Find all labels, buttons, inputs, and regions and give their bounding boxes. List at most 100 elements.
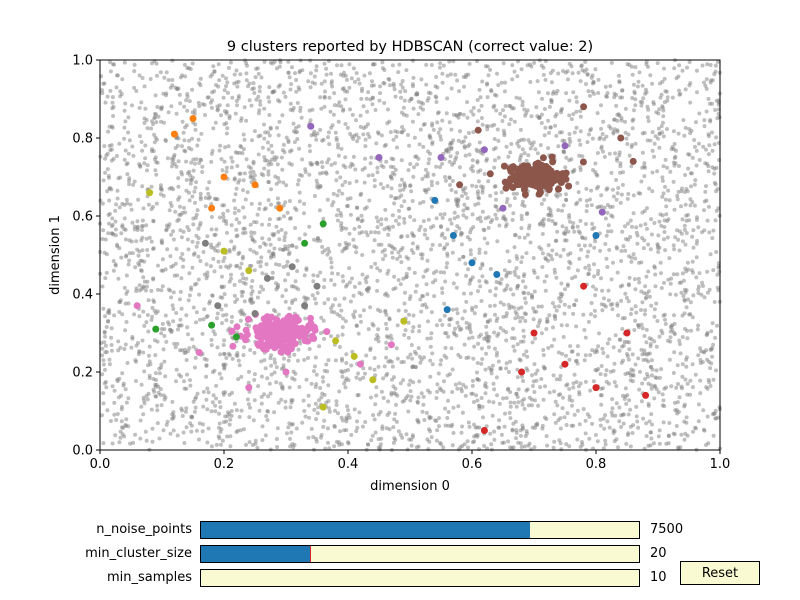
noise-point — [642, 161, 647, 166]
noise-point — [159, 362, 164, 367]
noise-point — [587, 414, 592, 419]
noise-point — [446, 423, 451, 428]
min-cluster-size-slider[interactable] — [200, 545, 640, 563]
noise-point — [421, 274, 426, 279]
noise-point — [592, 91, 596, 96]
cluster-point — [519, 174, 526, 182]
noise-point — [536, 403, 541, 408]
cluster-point — [228, 327, 236, 335]
noise-point — [494, 375, 499, 380]
noise-point — [501, 61, 506, 66]
noise-point — [583, 353, 588, 358]
noise-point — [409, 343, 414, 347]
noise-point — [566, 229, 571, 234]
noise-point — [374, 141, 379, 146]
noise-point — [462, 309, 467, 314]
noise-point — [296, 347, 301, 352]
noise-point — [465, 196, 470, 201]
noise-point — [145, 168, 149, 173]
cluster-point — [540, 164, 548, 172]
noise-point — [356, 77, 361, 82]
noise-point — [277, 99, 282, 104]
noise-point — [662, 237, 666, 242]
noise-point — [658, 95, 663, 100]
noise-point — [408, 378, 413, 383]
noise-point — [663, 248, 668, 253]
noise-point — [325, 160, 330, 165]
cluster-point — [369, 376, 377, 384]
noise-point — [565, 382, 570, 387]
noise-point — [471, 130, 476, 135]
noise-point — [654, 301, 659, 306]
noise-point — [110, 125, 115, 130]
noise-point — [530, 373, 534, 378]
noise-point — [424, 62, 429, 67]
noise-point — [571, 90, 576, 95]
noise-point — [592, 308, 597, 313]
noise-point — [180, 144, 184, 149]
noise-point — [220, 438, 225, 443]
noise-point — [492, 429, 497, 434]
noise-point — [142, 121, 147, 125]
noise-point — [660, 178, 665, 183]
noise-point — [631, 368, 636, 373]
noise-point — [267, 99, 272, 104]
noise-point — [400, 399, 405, 404]
noise-point — [296, 178, 301, 183]
noise-point — [124, 253, 129, 258]
noise-point — [357, 81, 362, 86]
noise-point — [665, 165, 670, 170]
noise-point — [101, 178, 106, 183]
noise-point — [110, 216, 115, 221]
noise-point — [651, 441, 656, 446]
noise-point — [153, 353, 158, 358]
noise-point — [268, 126, 273, 131]
noise-point — [462, 144, 467, 149]
noise-point — [479, 116, 484, 120]
noise-point — [315, 131, 320, 136]
noise-point — [329, 125, 334, 130]
noise-point — [555, 194, 560, 199]
noise-point — [621, 412, 626, 417]
noise-point — [652, 339, 657, 344]
noise-point — [135, 219, 140, 224]
slider-handle[interactable] — [309, 546, 311, 562]
y-axis-ticks: 0.00.20.40.60.81.0 — [72, 54, 100, 459]
noise-point — [625, 196, 630, 201]
cluster-point — [251, 181, 259, 189]
noise-point — [485, 64, 490, 69]
noise-point — [570, 276, 575, 281]
noise-point — [359, 213, 364, 218]
noise-point — [391, 384, 396, 389]
noise-point — [196, 137, 201, 142]
noise-point — [646, 381, 651, 386]
noise-point — [273, 360, 277, 365]
noise-point — [416, 346, 421, 351]
noise-point — [504, 338, 509, 343]
noise-point — [471, 112, 476, 117]
noise-point — [109, 348, 114, 353]
noise-point — [507, 103, 512, 108]
noise-point — [480, 274, 485, 279]
n-noise-points-slider[interactable] — [200, 521, 640, 539]
noise-point — [465, 100, 470, 105]
noise-point — [210, 293, 215, 298]
noise-point — [399, 95, 403, 100]
noise-point — [434, 438, 439, 443]
noise-point — [259, 359, 264, 364]
noise-point — [591, 168, 595, 172]
noise-point — [599, 126, 604, 131]
noise-point — [243, 197, 248, 202]
noise-point — [457, 381, 462, 386]
noise-point — [476, 195, 481, 200]
noise-point — [241, 147, 246, 152]
noise-point — [557, 304, 561, 309]
noise-point — [309, 426, 314, 431]
noise-point — [579, 63, 584, 68]
noise-point — [528, 146, 533, 151]
noise-point — [455, 386, 460, 391]
noise-point — [467, 424, 472, 429]
noise-point — [390, 377, 394, 382]
noise-point — [705, 414, 710, 419]
noise-point — [307, 224, 312, 229]
